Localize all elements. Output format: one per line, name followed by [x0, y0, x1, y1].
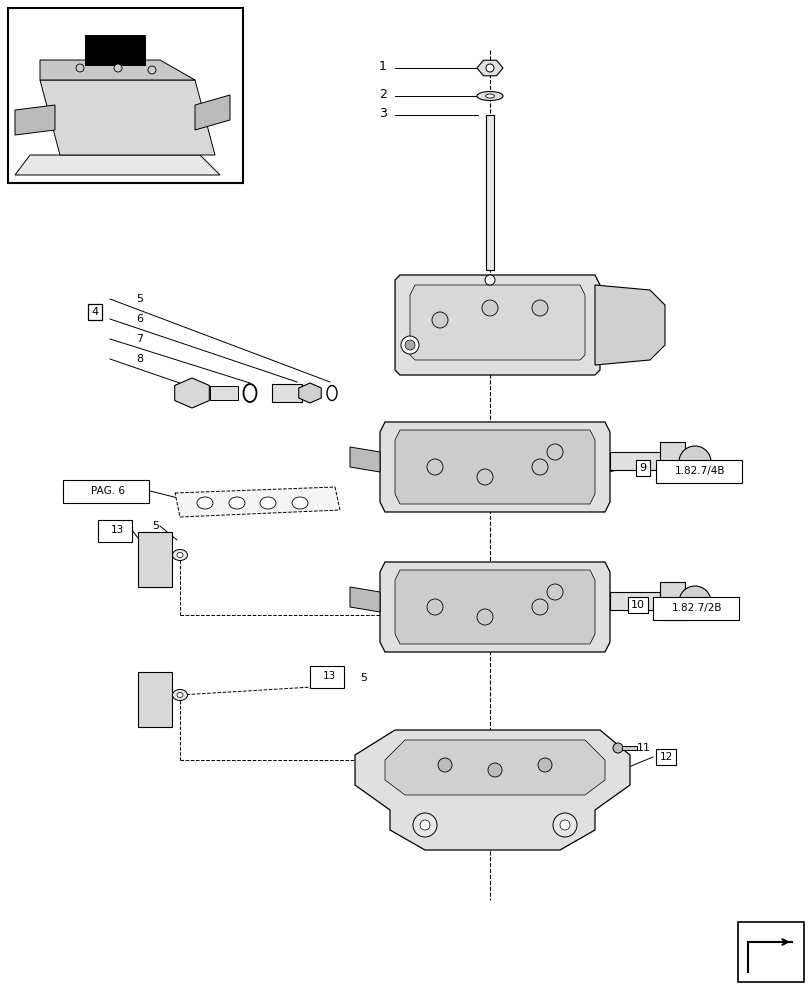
Circle shape	[427, 459, 443, 475]
Ellipse shape	[485, 94, 494, 98]
Circle shape	[437, 758, 452, 772]
Polygon shape	[298, 383, 321, 403]
Circle shape	[401, 336, 418, 354]
Polygon shape	[15, 155, 220, 175]
Circle shape	[413, 813, 436, 837]
Circle shape	[486, 64, 493, 72]
Polygon shape	[394, 430, 594, 504]
Polygon shape	[476, 60, 502, 76]
Circle shape	[560, 820, 569, 830]
Text: 1: 1	[379, 60, 387, 73]
Circle shape	[678, 446, 710, 478]
Circle shape	[476, 469, 492, 485]
Bar	[210, 386, 238, 400]
Polygon shape	[195, 95, 230, 130]
Ellipse shape	[177, 552, 182, 558]
Circle shape	[678, 586, 710, 618]
Text: 7: 7	[135, 334, 143, 344]
Polygon shape	[40, 60, 195, 80]
Text: 5: 5	[135, 294, 143, 304]
Circle shape	[547, 584, 562, 600]
Polygon shape	[394, 570, 594, 644]
Circle shape	[531, 599, 547, 615]
Ellipse shape	[172, 690, 187, 700]
Polygon shape	[350, 587, 380, 612]
Ellipse shape	[260, 497, 276, 509]
Text: 13: 13	[322, 671, 335, 681]
Circle shape	[531, 300, 547, 316]
FancyBboxPatch shape	[63, 480, 148, 503]
Bar	[138, 532, 172, 587]
Polygon shape	[380, 562, 609, 652]
Ellipse shape	[177, 692, 182, 698]
Circle shape	[427, 599, 443, 615]
Bar	[621, 746, 636, 750]
Circle shape	[148, 66, 156, 74]
Text: 1.82.7/4B: 1.82.7/4B	[674, 466, 724, 476]
FancyBboxPatch shape	[652, 597, 738, 620]
Text: 5: 5	[359, 673, 367, 683]
Ellipse shape	[172, 550, 187, 560]
Circle shape	[547, 444, 562, 460]
Text: 12: 12	[659, 752, 672, 762]
Text: 6: 6	[135, 314, 143, 324]
Bar	[8, 8, 242, 183]
Text: 4: 4	[92, 307, 98, 317]
Polygon shape	[175, 487, 340, 517]
Text: PAG. 6: PAG. 6	[91, 486, 125, 496]
Circle shape	[431, 312, 448, 328]
Bar	[486, 115, 493, 270]
Polygon shape	[410, 285, 584, 360]
Polygon shape	[350, 447, 380, 472]
Polygon shape	[40, 80, 215, 155]
Circle shape	[612, 743, 622, 753]
Polygon shape	[354, 730, 629, 850]
Ellipse shape	[197, 497, 212, 509]
Bar	[609, 452, 659, 470]
Circle shape	[552, 813, 577, 837]
Bar	[659, 582, 684, 620]
FancyBboxPatch shape	[655, 460, 741, 483]
Text: 11: 11	[636, 743, 650, 753]
Circle shape	[484, 275, 495, 285]
Circle shape	[405, 340, 414, 350]
Bar	[659, 442, 684, 480]
Circle shape	[76, 64, 84, 72]
Text: 13: 13	[110, 525, 123, 535]
Polygon shape	[394, 275, 599, 375]
Bar	[272, 384, 302, 402]
Circle shape	[419, 820, 430, 830]
Polygon shape	[85, 35, 145, 65]
Ellipse shape	[229, 497, 245, 509]
Circle shape	[538, 758, 551, 772]
Polygon shape	[380, 422, 609, 512]
Text: 8: 8	[135, 354, 143, 364]
Circle shape	[487, 763, 501, 777]
Bar	[737, 922, 803, 982]
Circle shape	[531, 459, 547, 475]
FancyBboxPatch shape	[98, 520, 132, 542]
Polygon shape	[15, 105, 55, 135]
Polygon shape	[174, 378, 209, 408]
Ellipse shape	[292, 497, 307, 509]
Bar	[138, 672, 172, 727]
FancyBboxPatch shape	[310, 666, 344, 688]
Text: 10: 10	[630, 600, 644, 610]
Text: 5: 5	[152, 521, 159, 531]
Circle shape	[482, 300, 497, 316]
Circle shape	[476, 609, 492, 625]
Circle shape	[114, 64, 122, 72]
Text: 2: 2	[379, 88, 387, 101]
Text: 3: 3	[379, 107, 387, 120]
Ellipse shape	[476, 92, 502, 101]
Text: 9: 9	[638, 463, 646, 473]
Text: 1.82.7/2B: 1.82.7/2B	[671, 603, 721, 613]
Bar	[609, 592, 659, 610]
Polygon shape	[384, 740, 604, 795]
Polygon shape	[594, 285, 664, 365]
